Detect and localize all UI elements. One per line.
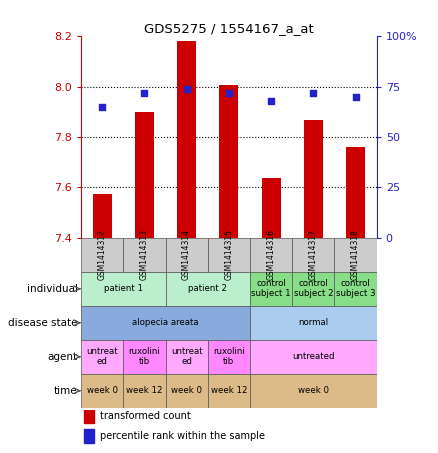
Text: GSM1414314: GSM1414314 <box>182 229 191 280</box>
Text: percentile rank within the sample: percentile rank within the sample <box>100 431 265 441</box>
Bar <box>81 238 123 272</box>
Bar <box>84 409 94 423</box>
Text: GSM1414313: GSM1414313 <box>140 229 149 280</box>
Text: week 12: week 12 <box>126 386 162 395</box>
Bar <box>81 306 250 340</box>
Text: time: time <box>54 386 78 396</box>
Bar <box>250 340 377 374</box>
Text: week 0: week 0 <box>87 386 118 395</box>
Bar <box>208 340 250 374</box>
Bar <box>304 120 323 238</box>
Point <box>141 89 148 96</box>
Text: control
subject 2: control subject 2 <box>293 280 333 298</box>
Bar <box>166 272 250 306</box>
Bar <box>166 374 208 408</box>
Text: GSM1414315: GSM1414315 <box>224 229 233 280</box>
Text: GSM1414317: GSM1414317 <box>309 229 318 280</box>
Bar <box>135 112 154 238</box>
Bar <box>81 340 123 374</box>
Text: week 0: week 0 <box>298 386 329 395</box>
Text: disease state: disease state <box>8 318 78 328</box>
Text: ruxolini
tib: ruxolini tib <box>128 347 160 366</box>
Text: transformed count: transformed count <box>100 411 191 421</box>
Text: normal: normal <box>298 318 328 327</box>
Bar <box>166 238 208 272</box>
Bar <box>81 272 166 306</box>
Bar <box>123 238 166 272</box>
Text: individual: individual <box>27 284 78 294</box>
Bar <box>219 85 238 238</box>
Bar <box>123 340 166 374</box>
Bar <box>81 374 123 408</box>
Text: alopecia areata: alopecia areata <box>132 318 199 327</box>
Bar <box>346 147 365 238</box>
Point <box>268 97 275 104</box>
Bar <box>335 272 377 306</box>
Point <box>310 89 317 96</box>
Text: control
subject 3: control subject 3 <box>336 280 375 298</box>
Bar <box>335 238 377 272</box>
Text: untreat
ed: untreat ed <box>86 347 118 366</box>
Bar <box>250 238 292 272</box>
Text: week 12: week 12 <box>211 386 247 395</box>
Text: control
subject 1: control subject 1 <box>251 280 291 298</box>
Bar <box>177 41 196 238</box>
Text: week 0: week 0 <box>171 386 202 395</box>
Bar <box>208 374 250 408</box>
Text: untreated: untreated <box>292 352 335 361</box>
Bar <box>208 238 250 272</box>
Bar <box>292 238 335 272</box>
Bar <box>123 374 166 408</box>
Bar <box>84 429 94 443</box>
Bar <box>292 272 335 306</box>
Bar <box>166 340 208 374</box>
Bar <box>261 178 281 238</box>
Point <box>99 103 106 111</box>
Text: GSM1414318: GSM1414318 <box>351 229 360 280</box>
Text: agent: agent <box>48 352 78 362</box>
Text: untreat
ed: untreat ed <box>171 347 202 366</box>
Point <box>183 85 190 92</box>
Bar <box>250 272 292 306</box>
Title: GDS5275 / 1554167_a_at: GDS5275 / 1554167_a_at <box>144 22 314 35</box>
Text: GSM1414316: GSM1414316 <box>267 229 276 280</box>
Bar <box>250 306 377 340</box>
Bar <box>250 374 377 408</box>
Bar <box>93 194 112 238</box>
Point <box>225 89 232 96</box>
Text: patient 2: patient 2 <box>188 284 227 293</box>
Text: GSM1414312: GSM1414312 <box>98 229 106 280</box>
Text: ruxolini
tib: ruxolini tib <box>213 347 245 366</box>
Text: patient 1: patient 1 <box>104 284 143 293</box>
Point <box>352 93 359 101</box>
